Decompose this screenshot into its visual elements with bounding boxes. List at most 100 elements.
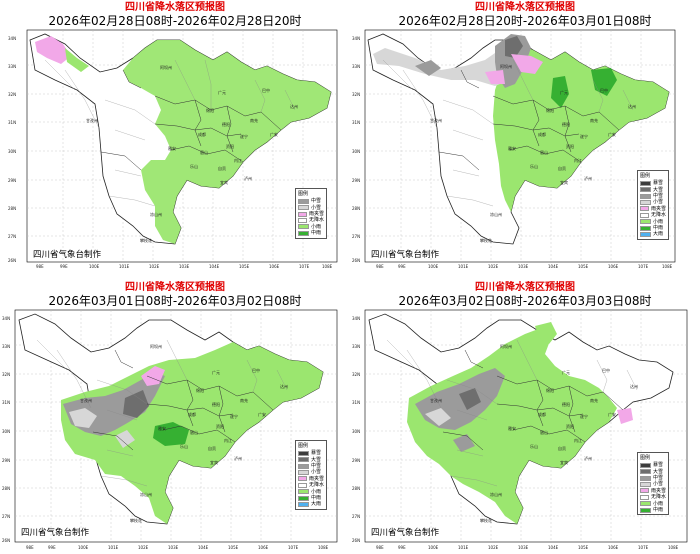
- legend-item: 无降水: [640, 212, 666, 218]
- legend-swatch: [298, 450, 309, 456]
- legend-label: 小雨: [653, 218, 664, 225]
- city-label: 内江: [234, 158, 242, 163]
- lat-label: 29N: [8, 178, 17, 183]
- city-label: 达州: [290, 104, 298, 109]
- city-label: 自贡: [558, 166, 566, 171]
- map-canvas: [14, 309, 338, 543]
- lon-label: 98E: [26, 545, 34, 550]
- legend-swatch: [298, 482, 307, 488]
- lon-label: 105E: [578, 545, 589, 550]
- legend-label: 中雪: [653, 193, 664, 200]
- city-label: 成都: [538, 412, 546, 417]
- lon-label: 98E: [376, 264, 384, 269]
- legend-item: 大雪: [640, 187, 666, 193]
- city-label: 乐山: [180, 444, 188, 449]
- city-label: 成都: [538, 132, 546, 137]
- legend-item: 中雨: [298, 230, 324, 236]
- legend-label: 无降水: [308, 482, 324, 489]
- city-label: 内江: [574, 438, 582, 443]
- map-period: 2026年02月28日08时-2026年02月28日20时: [48, 14, 302, 28]
- lat-label: 34N: [352, 36, 361, 41]
- legend-swatch: [640, 494, 649, 500]
- legend-label: 大雪: [311, 456, 322, 463]
- lon-label: 108E: [662, 264, 673, 269]
- city-label: 眉山: [190, 430, 198, 435]
- legend-label: 暴雪: [653, 462, 664, 469]
- city-label: 宜宾: [560, 180, 568, 185]
- city-label: 内江: [574, 158, 582, 163]
- lat-label: 29N: [352, 458, 361, 463]
- city-label: 绵阳: [546, 388, 554, 393]
- lon-label: 106E: [269, 264, 280, 269]
- city-label: 自贡: [218, 166, 226, 171]
- lon-label: 104E: [548, 545, 559, 550]
- city-label: 巴中: [252, 368, 260, 373]
- city-label: 广安: [608, 132, 616, 137]
- legend-label: 暴雪: [653, 180, 664, 187]
- map-legend: 图例 暴雪 大雪 中雪 小雪 雨夹雪 无降水 小雨 中雨 大雨: [295, 440, 327, 510]
- legend-item: 无降水: [298, 217, 324, 223]
- lon-label: 105E: [578, 264, 589, 269]
- legend-swatch: [298, 463, 309, 469]
- city-label: 眉山: [200, 150, 208, 155]
- legend-swatch: [640, 193, 651, 199]
- legend-label: 雨夹雪: [308, 475, 324, 482]
- lon-label: 103E: [179, 264, 190, 269]
- lat-label: 28N: [2, 486, 11, 491]
- city-label: 攀枝花: [480, 238, 492, 243]
- lat-label: 34N: [8, 36, 17, 41]
- legend-swatch: [640, 180, 651, 186]
- lon-label: 107E: [288, 545, 299, 550]
- legend-item: 中雪: [298, 198, 324, 204]
- city-label: 广元: [560, 90, 568, 95]
- legend-item: 无降水: [640, 494, 666, 500]
- city-label: 遂宁: [580, 414, 588, 419]
- city-label: 阿坝州: [500, 344, 512, 349]
- city-label: 凉山州: [490, 492, 502, 497]
- city-label: 德阳: [562, 122, 570, 127]
- lon-label: 99E: [60, 264, 68, 269]
- legend-swatch: [640, 482, 651, 488]
- legend-item: 中雪: [640, 475, 666, 481]
- city-label: 凉山州: [140, 492, 152, 497]
- legend-label: 小雪: [653, 199, 664, 206]
- credit-text: 四川省气象台制作: [371, 250, 440, 260]
- lon-label: 106E: [608, 545, 619, 550]
- legend-swatch: [298, 470, 309, 476]
- city-label: 德阳: [222, 122, 230, 127]
- lon-label: 99E: [48, 545, 56, 550]
- legend-label: 无降水: [650, 494, 666, 501]
- map-canvas: [26, 29, 338, 263]
- city-label: 自贡: [208, 446, 216, 451]
- legend-swatch: [298, 502, 309, 508]
- legend-title: 图例: [298, 443, 309, 449]
- map-legend: 图例 暴雪 大雪 中雪 小雪 雨夹雪 无降水 小雨 中雨: [637, 452, 669, 516]
- lon-label: 101E: [108, 545, 119, 550]
- legend-item: 小雨: [298, 489, 324, 495]
- legend-item: 大雪: [298, 457, 324, 463]
- legend-label: 中雨: [653, 507, 664, 514]
- legend-item: 雨夹雪: [298, 476, 324, 482]
- lon-label: 106E: [258, 545, 269, 550]
- map-legend: 图例 暴雪 大雪 中雪 小雪 雨夹雪 无降水 小雨 中雨 大雨: [637, 170, 669, 240]
- lat-label: 28N: [8, 206, 17, 211]
- legend-item: 大雪: [640, 469, 666, 475]
- map-title: 四川省降水落区预报图: [125, 282, 225, 293]
- legend-label: 中雨: [653, 225, 664, 232]
- city-label: 广安: [258, 412, 266, 417]
- lon-label: 101E: [458, 264, 469, 269]
- city-label: 广元: [562, 370, 570, 375]
- city-label: 甘孜州: [430, 118, 442, 123]
- lat-label: 26N: [352, 538, 361, 543]
- city-label: 绵阳: [546, 108, 554, 113]
- legend-swatch: [640, 462, 651, 468]
- lon-label: 107E: [638, 264, 649, 269]
- lat-label: 31N: [2, 400, 11, 405]
- lat-label: 27N: [352, 234, 361, 239]
- lon-label: 108E: [322, 264, 333, 269]
- lat-label: 33N: [2, 344, 11, 349]
- city-label: 乐山: [530, 164, 538, 169]
- lon-label: 103E: [518, 545, 529, 550]
- city-label: 遂宁: [580, 134, 588, 139]
- legend-label: 中雪: [311, 198, 322, 205]
